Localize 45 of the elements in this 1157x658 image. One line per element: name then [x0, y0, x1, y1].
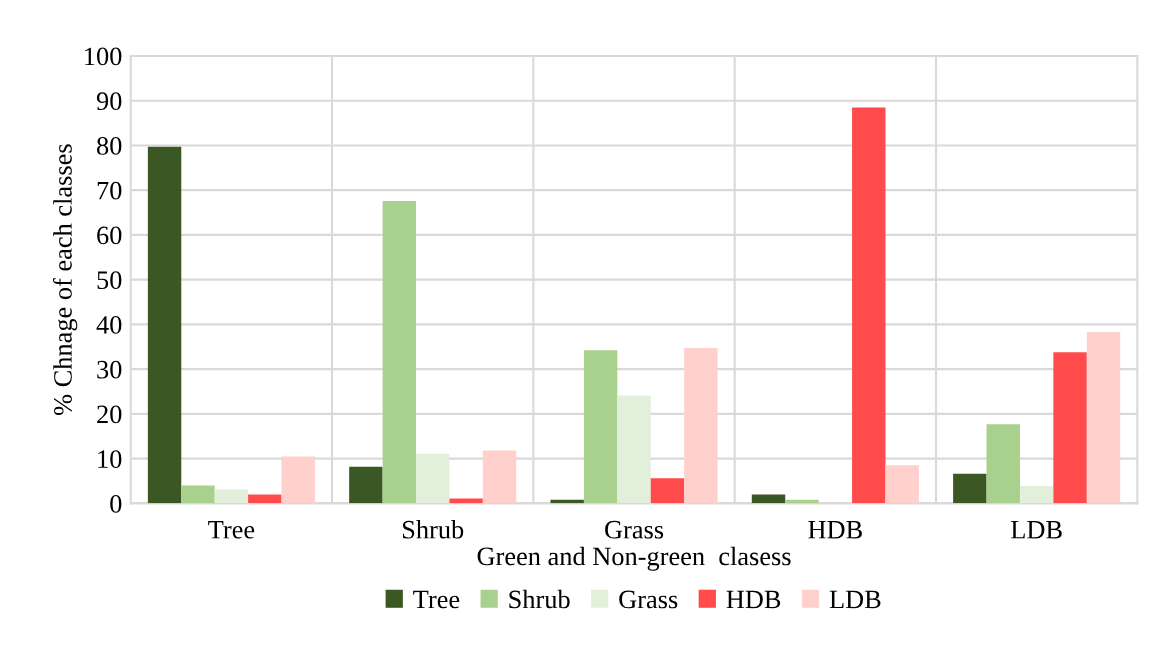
y-tick-label: 90 — [96, 92, 122, 111]
bar — [482, 450, 517, 504]
bar — [684, 348, 718, 504]
bar — [885, 465, 919, 504]
bar — [751, 494, 786, 504]
bar — [986, 424, 1020, 504]
y-axis-title: % Chnage of each classes — [53, 144, 78, 416]
legend-label: HDB — [726, 590, 781, 609]
bar — [1019, 485, 1054, 504]
y-tick-label: 60 — [97, 226, 122, 245]
bar — [281, 456, 315, 504]
bar — [953, 473, 987, 504]
y-tick-label: 70 — [97, 181, 122, 200]
x-tick-label: LDB — [1011, 521, 1062, 539]
y-tick-label: 50 — [97, 271, 122, 290]
y-tick-label: 10 — [98, 450, 122, 469]
y-tick-label: 80 — [97, 137, 122, 155]
legend-label: LDB — [829, 590, 881, 609]
bar — [147, 146, 182, 504]
bar — [449, 498, 483, 504]
bar — [214, 489, 249, 504]
bar — [650, 478, 685, 504]
legend-label: Shrub — [509, 589, 570, 609]
x-tick-label: Shrub — [402, 520, 464, 539]
bar — [349, 466, 383, 504]
legend-label: Tree — [413, 590, 460, 609]
bar — [416, 453, 450, 504]
legend-label: Grass — [619, 590, 678, 609]
x-tick-label: Tree — [208, 521, 255, 539]
bar — [181, 485, 215, 504]
bar — [617, 395, 651, 504]
y-tick-label: 100 — [85, 47, 122, 66]
y-tick-label: 30 — [97, 360, 122, 379]
bar — [1053, 352, 1087, 504]
y-tick-label: 0 — [110, 494, 122, 513]
bar — [852, 107, 886, 504]
bar — [382, 200, 417, 504]
x-tick-label: Grass — [605, 520, 664, 539]
bar — [1086, 332, 1121, 504]
bar — [583, 350, 618, 504]
x-tick-label: HDB — [808, 521, 862, 539]
bar — [248, 494, 282, 504]
x-axis-title: Green and Non-green clasess — [477, 546, 791, 571]
y-tick-label: 40 — [96, 316, 122, 334]
y-tick-label: 20 — [97, 405, 122, 424]
